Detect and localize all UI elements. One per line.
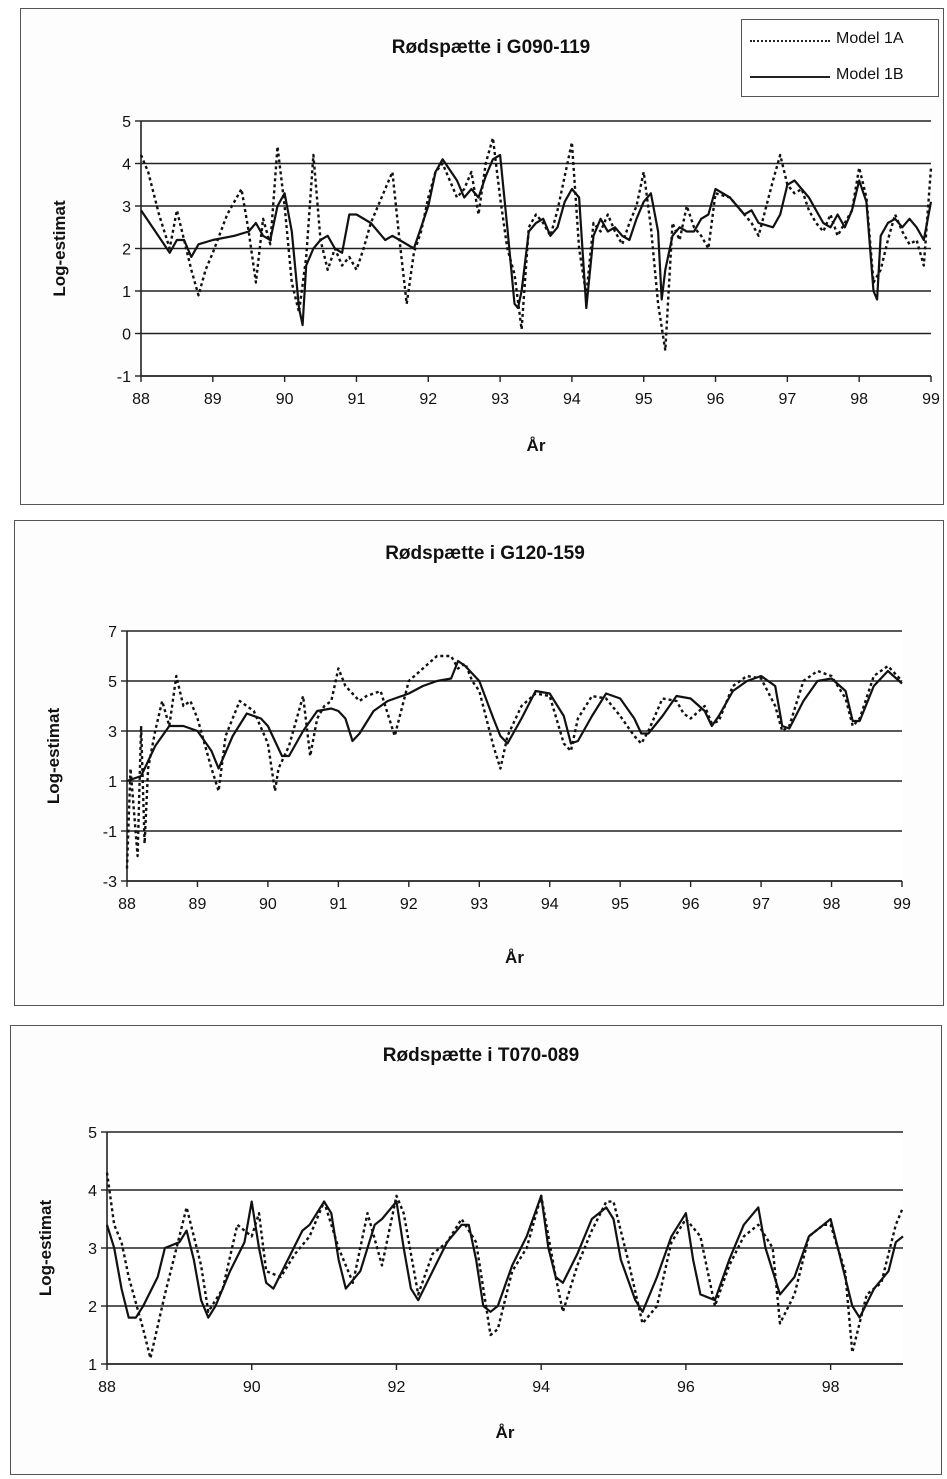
x-tick-label: 92 xyxy=(419,391,437,408)
series-line-model-1b xyxy=(140,153,933,327)
y-axis-label: Log-estimat xyxy=(44,707,63,804)
legend-swatch-dotted xyxy=(750,40,830,42)
chart-legend: Model 1A Model 1B xyxy=(741,19,939,97)
x-axis-label: År xyxy=(505,948,524,967)
x-tick-label: 97 xyxy=(752,896,770,913)
x-tick-label: 98 xyxy=(823,896,841,913)
x-tick-label: 94 xyxy=(563,391,581,408)
x-tick-label: 91 xyxy=(329,896,347,913)
x-tick-label: 97 xyxy=(778,391,796,408)
y-tick-label: 4 xyxy=(122,157,131,174)
x-tick-label: 90 xyxy=(276,391,294,408)
x-tick-label: 96 xyxy=(682,896,700,913)
series-line-model-1a xyxy=(139,136,933,352)
x-tick-label: 88 xyxy=(132,391,150,408)
x-tick-label: 90 xyxy=(243,1379,261,1396)
y-tick-label: 0 xyxy=(122,327,131,344)
y-tick-label: 1 xyxy=(108,774,117,791)
series-line-model-1b xyxy=(126,659,903,783)
chart-title: Rødspætte i G090-119 xyxy=(392,37,591,58)
x-tick-label: 95 xyxy=(611,896,629,913)
chart-title: Rødspætte i G120-159 xyxy=(385,543,585,564)
x-axis-label: År xyxy=(496,1423,515,1442)
x-tick-label: 94 xyxy=(541,896,559,913)
x-tick-label: 98 xyxy=(850,391,868,408)
x-tick-label: 91 xyxy=(348,391,366,408)
y-tick-label: 3 xyxy=(108,724,117,741)
x-tick-label: 99 xyxy=(922,391,940,408)
y-tick-label: 3 xyxy=(88,1241,97,1258)
y-tick-label: 5 xyxy=(108,674,117,691)
y-tick-label: 1 xyxy=(122,284,131,301)
chart-panel-2: -3 -1 1 3 5 7 88 89 90 91 92 93 94 95 96 97 98 99 Rødspætt… xyxy=(14,520,944,1006)
x-tick-label: 92 xyxy=(400,896,418,913)
chart-panel-3: 1 2 3 4 5 88 90 92 94 96 98 Rødspætte i T070-089 År L… xyxy=(10,1025,942,1475)
x-tick-label: 89 xyxy=(189,896,207,913)
x-tick-label: 96 xyxy=(707,391,725,408)
chart-title: Rødspætte i T070-089 xyxy=(383,1045,579,1066)
y-tick-label: -3 xyxy=(103,874,117,891)
chart-1-svg: -1 0 1 2 3 4 5 88 89 90 91 92 93 94 95 96 97 98 99 Rødspætt… xyxy=(50,37,940,455)
y-tick-label: 4 xyxy=(88,1183,97,1200)
y-tick-label: -1 xyxy=(103,824,117,841)
y-tick-label: -1 xyxy=(117,369,131,386)
y-axis-label: Log-estimat xyxy=(36,1199,55,1296)
x-tick-label: 95 xyxy=(635,391,653,408)
legend-label-model-1a: Model 1A xyxy=(836,30,904,47)
x-tick-label: 96 xyxy=(677,1379,695,1396)
x-tick-label: 92 xyxy=(388,1379,406,1396)
x-tick-label: 90 xyxy=(259,896,277,913)
y-axis-label: Log-estimat xyxy=(50,200,69,297)
x-tick-label: 93 xyxy=(491,391,509,408)
legend-swatch-solid xyxy=(750,76,830,78)
plot-area xyxy=(127,631,902,881)
y-tick-label: 3 xyxy=(122,199,131,216)
x-tick-label: 89 xyxy=(204,391,222,408)
y-tick-label: 1 xyxy=(88,1357,97,1374)
x-tick-label: 99 xyxy=(893,896,911,913)
x-tick-label: 93 xyxy=(470,896,488,913)
x-axis-label: År xyxy=(527,436,546,455)
legend-entry-model-1a: Model 1A xyxy=(750,28,935,52)
x-tick-label: 88 xyxy=(118,896,136,913)
y-tick-label: 5 xyxy=(88,1125,97,1142)
legend-label-model-1b: Model 1B xyxy=(836,66,904,83)
chart-3-svg: 1 2 3 4 5 88 90 92 94 96 98 Rødspætte i T070-089 År L… xyxy=(36,1045,905,1442)
y-tick-label: 7 xyxy=(108,624,117,641)
y-tick-label: 5 xyxy=(122,114,131,131)
series-line-model-1b xyxy=(105,1194,904,1319)
x-tick-label: 98 xyxy=(822,1379,840,1396)
x-tick-label: 94 xyxy=(532,1379,550,1396)
x-tick-label: 88 xyxy=(98,1379,116,1396)
chart-2-svg: -3 -1 1 3 5 7 88 89 90 91 92 93 94 95 96 97 98 99 Rødspætt… xyxy=(44,543,911,967)
y-tick-label: 2 xyxy=(88,1299,97,1316)
legend-entry-model-1b: Model 1B xyxy=(750,64,935,88)
chart-panel-1: -1 0 1 2 3 4 5 88 89 90 91 92 93 94 95 96 97 98 99 Rødspætt… xyxy=(20,8,944,505)
y-tick-label: 2 xyxy=(122,242,131,259)
